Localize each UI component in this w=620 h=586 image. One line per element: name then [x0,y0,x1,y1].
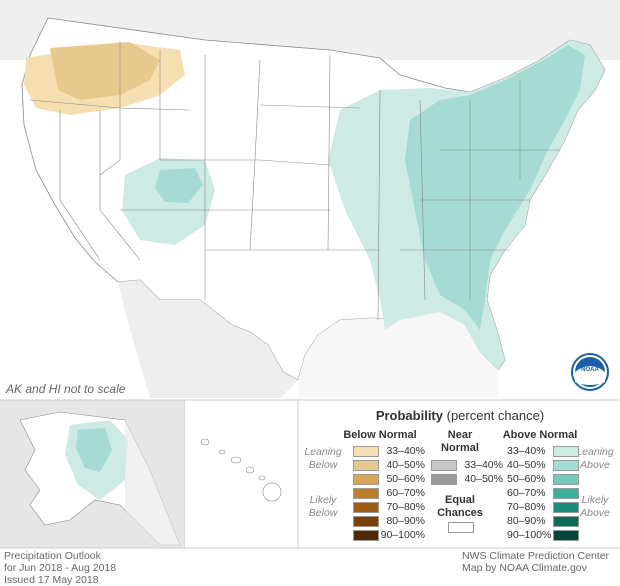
below-normal-label: 40–50% [386,459,425,471]
scale-note: AK and HI not to scale [6,382,126,396]
above-normal-header: Above Normal [502,429,578,441]
hawaii-inset [185,400,298,548]
likely-above-label: Likely Above [580,494,610,519]
below-normal-row: 40–50% [353,459,428,471]
near-normal-header: Near Normal [441,429,479,454]
above-normal-row: 33–40% [504,445,579,457]
below-normal-label: 60–70% [386,487,425,499]
below-normal-header: Below Normal [343,429,417,441]
likely-below-label: Likely Below [308,494,338,519]
above-normal-swatch [553,529,579,541]
above-normal-southwest [122,158,215,245]
below-normal-swatch [353,459,379,471]
above-normal-swatch [553,459,579,471]
below-normal-label: 33–40% [386,445,425,457]
below-normal-label: 50–60% [386,473,425,485]
alaska-above-40-50 [76,428,112,472]
below-normal-swatch [353,501,379,513]
below-normal-swatch [353,473,379,485]
below-normal-label: 80–90% [386,515,425,527]
above-normal-east [328,40,605,370]
below-normal-swatch [353,445,379,457]
near-normal-label: 33–40% [464,459,503,471]
state-borders [29,42,560,321]
below-normal-swatch [353,515,379,527]
leaning-below-label: Leaning Below [304,446,342,471]
near-normal-swatch [431,459,457,471]
footer-left: Precipitation Outlook for Jun 2018 - Aug … [4,550,117,586]
above-normal-label: 50–60% [507,473,546,485]
above-normal-row: 40–50% [504,459,579,471]
below-normal-row: 90–100% [353,529,428,541]
above-normal-row: 80–90% [504,515,579,527]
above-normal-label: 90–100% [507,529,552,541]
below-normal-northwest [24,42,185,115]
above-normal-swatch [553,473,579,485]
equal-chances-swatch [448,522,474,533]
below-normal-row: 60–70% [353,487,428,499]
near-normal-row: 40–50% [431,473,506,485]
mexico-area [118,280,298,398]
equal-chances-header: Equal Chances [437,494,483,519]
below-normal-row: 50–60% [353,473,428,485]
below-normal-label: 70–80% [386,501,425,513]
below-normal-swatch [353,529,379,541]
above-normal-swatch [553,487,579,499]
legend-title: Probability (percent chance) [375,408,545,423]
above-normal-label: 70–80% [507,501,546,513]
above-normal-row: 90–100% [504,529,579,541]
above-normal-row: 50–60% [504,473,579,485]
gulf-area [298,310,498,398]
near-normal-swatch [431,473,457,485]
hawaii-islands [200,438,282,502]
above-normal-swatch [553,445,579,457]
near-normal-label: 40–50% [464,473,503,485]
above-normal-row: 60–70% [504,487,579,499]
above-normal-swatch [553,515,579,527]
leaning-above-label: Leaning Above [576,446,614,471]
below-normal-row: 80–90% [353,515,428,527]
below-normal-swatch [353,487,379,499]
noaa-logo-icon [571,353,609,391]
above-normal-label: 80–90% [507,515,546,527]
below-normal-label: 90–100% [380,529,425,541]
logo-text: NOAA [581,367,599,373]
above-normal-label: 33–40% [507,445,546,457]
footer-right: NWS Climate Prediction Center Map by NOAA… [462,550,610,574]
below-normal-row: 70–80% [353,501,428,513]
canada-inset [125,400,185,548]
above-normal-swatch [553,501,579,513]
near-normal-row: 33–40% [431,459,506,471]
above-normal-label: 60–70% [507,487,546,499]
below-normal-row: 33–40% [353,445,428,457]
above-normal-label: 40–50% [507,459,546,471]
above-normal-row: 70–80% [504,501,579,513]
